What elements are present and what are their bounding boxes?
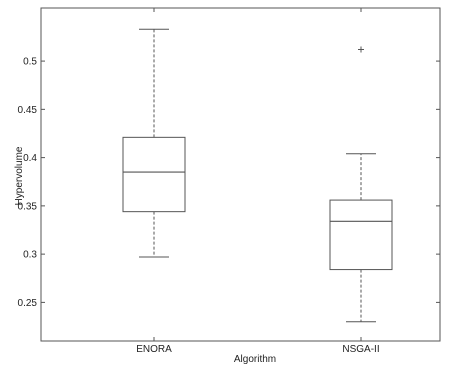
x-tick-label: NSGA-II [342,344,379,355]
box-iqr [122,136,186,213]
y-axis: 0.25 0.3 0.35 0.4 0.45 0.5 [18,57,440,309]
y-tick-label: 0.25 [18,298,38,309]
y-tick-label: 0.5 [23,57,37,68]
y-tick-label: 0.35 [18,201,38,212]
box-nsga-ii [329,46,393,323]
y-tick-label: 0.45 [18,105,38,116]
y-axis-label: Hypervolume [14,146,25,205]
box-enora [122,28,186,258]
box-series [122,28,393,323]
plot-area [40,7,441,342]
x-tick-label: ENORA [136,344,172,355]
y-tick-label: 0.3 [23,250,37,261]
y-tick-label: 0.4 [23,153,37,164]
x-axis: ENORA NSGA-II [136,8,380,355]
box-iqr [329,199,393,271]
x-axis-label: Algorithm [234,354,276,365]
